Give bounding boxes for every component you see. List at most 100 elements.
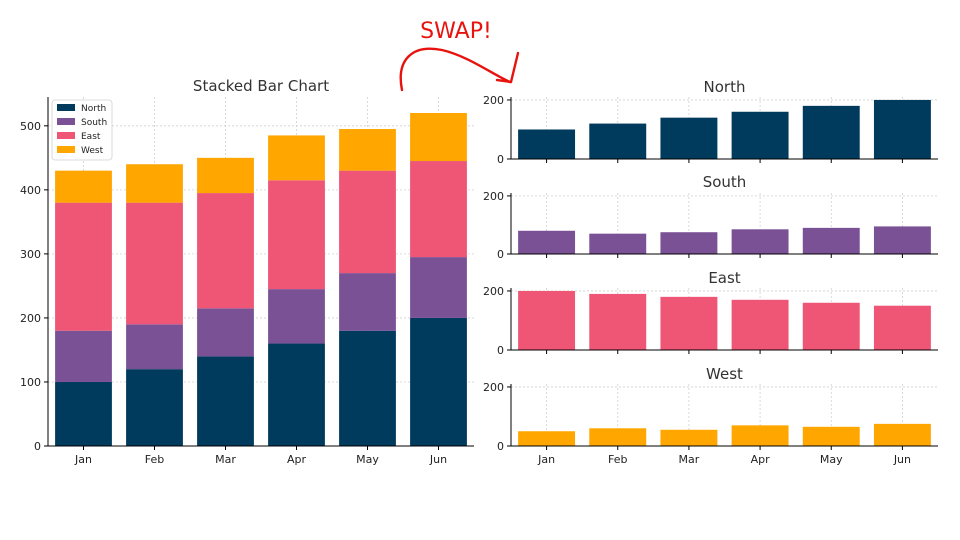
bar bbox=[731, 229, 789, 254]
stacked-bars bbox=[55, 113, 467, 446]
y-tick-label: 200 bbox=[483, 285, 504, 298]
legend-swatch bbox=[57, 146, 75, 153]
bar bbox=[660, 429, 718, 446]
panel-west: 0 200 Jan Feb Mar Apr May Jun West bbox=[483, 365, 938, 466]
bar-segment-north bbox=[268, 343, 325, 446]
legend-label: North bbox=[81, 104, 106, 114]
chart-title: Stacked Bar Chart bbox=[193, 77, 329, 95]
x-tick-label: Feb bbox=[608, 453, 627, 466]
bar-segment-north bbox=[339, 330, 396, 446]
bar-segment-east bbox=[55, 202, 112, 331]
bar-segment-north bbox=[55, 381, 112, 446]
bar bbox=[731, 111, 789, 159]
y-tick-label: 300 bbox=[20, 248, 41, 261]
bar bbox=[802, 105, 860, 159]
x-tick-label: May bbox=[356, 453, 379, 466]
y-tick-label: 100 bbox=[20, 376, 41, 389]
y-tick-label: 0 bbox=[497, 153, 504, 166]
legend-swatch bbox=[57, 132, 75, 139]
bar-segment-west bbox=[197, 157, 254, 194]
bar-segment-north bbox=[197, 356, 254, 446]
bar-segment-north bbox=[410, 317, 467, 446]
bar bbox=[873, 423, 931, 446]
bar bbox=[589, 293, 647, 350]
bar-segment-west bbox=[55, 170, 112, 203]
bar bbox=[589, 428, 647, 446]
panel-title: South bbox=[703, 173, 747, 191]
bar bbox=[802, 227, 860, 254]
bar bbox=[802, 302, 860, 350]
x-tick-label: Feb bbox=[145, 453, 164, 466]
panel-title: West bbox=[706, 365, 743, 383]
bar-segment-east bbox=[126, 202, 183, 325]
bar-segment-east bbox=[197, 193, 254, 309]
swap-arrow-icon bbox=[399, 47, 512, 92]
legend-label: West bbox=[81, 146, 104, 156]
y-tick-label: 0 bbox=[34, 440, 41, 453]
panel-south: 0 200 South bbox=[483, 173, 938, 261]
bar-segment-south bbox=[55, 330, 112, 382]
bar bbox=[802, 426, 860, 446]
bar-segment-east bbox=[410, 161, 467, 258]
y-tick-label: 0 bbox=[497, 440, 504, 453]
y-tick-label: 200 bbox=[20, 312, 41, 325]
bar bbox=[589, 123, 647, 159]
bar bbox=[873, 305, 931, 350]
bar-segment-north bbox=[126, 369, 183, 446]
bar-segment-south bbox=[410, 257, 467, 318]
bar bbox=[660, 117, 718, 159]
x-tick-label: Apr bbox=[751, 453, 771, 466]
x-tick-label: Jan bbox=[74, 453, 92, 466]
x-tick-label: Jun bbox=[429, 453, 447, 466]
x-tick-label: May bbox=[820, 453, 843, 466]
x-tick-label: Mar bbox=[215, 453, 236, 466]
bar bbox=[518, 129, 576, 159]
x-tick-label: Jun bbox=[893, 453, 911, 466]
bar bbox=[731, 425, 789, 446]
legend-box bbox=[51, 99, 113, 161]
bar-segment-east bbox=[339, 170, 396, 274]
bar-segment-south bbox=[126, 324, 183, 370]
legend-label: South bbox=[81, 118, 107, 128]
y-tick-label: 500 bbox=[20, 120, 41, 133]
x-tick-label: Mar bbox=[679, 453, 700, 466]
bar bbox=[589, 233, 647, 254]
bar-segment-west bbox=[339, 129, 396, 171]
bar-segment-west bbox=[126, 164, 183, 203]
bar bbox=[873, 99, 931, 159]
y-tick-label: 0 bbox=[497, 344, 504, 357]
bar bbox=[873, 226, 931, 254]
swap-arrowhead-icon bbox=[495, 51, 520, 84]
y-tick-label: 200 bbox=[483, 190, 504, 203]
legend-label: East bbox=[81, 132, 101, 142]
bar bbox=[731, 299, 789, 350]
bar bbox=[660, 232, 718, 254]
bar-segment-south bbox=[268, 289, 325, 344]
panel-title: North bbox=[704, 78, 746, 96]
swap-annotation: SWAP! bbox=[399, 19, 520, 92]
bar bbox=[518, 230, 576, 254]
y-tick-label: 200 bbox=[483, 94, 504, 107]
panel-title: East bbox=[708, 269, 740, 287]
legend: North South East West bbox=[51, 99, 113, 161]
y-tick-label: 200 bbox=[483, 381, 504, 394]
bar-segment-south bbox=[339, 273, 396, 331]
bar bbox=[518, 290, 576, 350]
x-tick-label: Jan bbox=[537, 453, 555, 466]
bar-segment-west bbox=[268, 135, 325, 181]
stacked-bar-chart: 0 100 200 300 400 500 Jan Feb Mar Apr May Jun Stacke… bbox=[20, 77, 474, 466]
bar-segment-south bbox=[197, 308, 254, 357]
bar bbox=[660, 296, 718, 350]
legend-swatch bbox=[57, 104, 75, 111]
x-tick-label: Apr bbox=[287, 453, 307, 466]
swap-label: SWAP! bbox=[420, 19, 492, 44]
panel-east: 0 200 East bbox=[483, 269, 938, 357]
y-tick-label: 0 bbox=[497, 248, 504, 261]
legend-swatch bbox=[57, 118, 75, 125]
y-tick-label: 400 bbox=[20, 184, 41, 197]
bar-segment-east bbox=[268, 180, 325, 290]
bar bbox=[518, 431, 576, 446]
panel-north: 0 200 North bbox=[483, 78, 938, 166]
small-multiples: 0 200 North 0 200 South 0 200 East 0 200 Jan Feb Mar A… bbox=[483, 78, 938, 466]
